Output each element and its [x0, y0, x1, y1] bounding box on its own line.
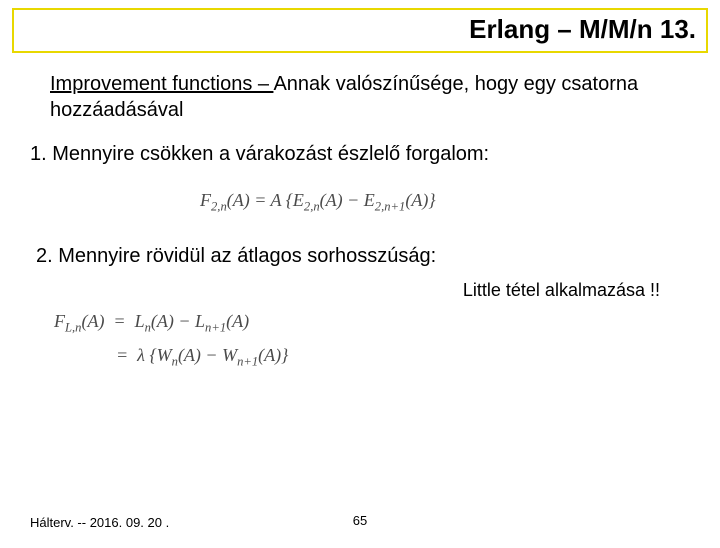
- item-1: 1. Mennyire csökken a várakozást észlelő…: [30, 143, 720, 166]
- intro-underlined: Improvement functions –: [50, 73, 273, 95]
- page-number: 65: [353, 513, 367, 528]
- footer-text: Hálterv. -- 2016. 09. 20 .: [30, 515, 169, 530]
- item-2: 2. Mennyire rövidül az átlagos sorhosszú…: [36, 245, 720, 268]
- intro-text: Improvement functions – Annak valószínűs…: [50, 71, 680, 123]
- title-box: Erlang – M/M/n 13.: [12, 8, 708, 53]
- formula-2-line2: = λ {Wn(A) − Wn+1(A)}: [54, 339, 720, 373]
- formula-1: F2,n(A) = A {E2,n(A) − E2,n+1(A)}: [200, 190, 720, 215]
- page-title: Erlang – M/M/n 13.: [469, 14, 696, 44]
- formula-2: FL,n(A) = Ln(A) − Ln+1(A) = λ {Wn(A) − W…: [54, 305, 720, 374]
- formula-2-line1: FL,n(A) = Ln(A) − Ln+1(A): [54, 305, 720, 339]
- little-note: Little tétel alkalmazása !!: [0, 280, 720, 301]
